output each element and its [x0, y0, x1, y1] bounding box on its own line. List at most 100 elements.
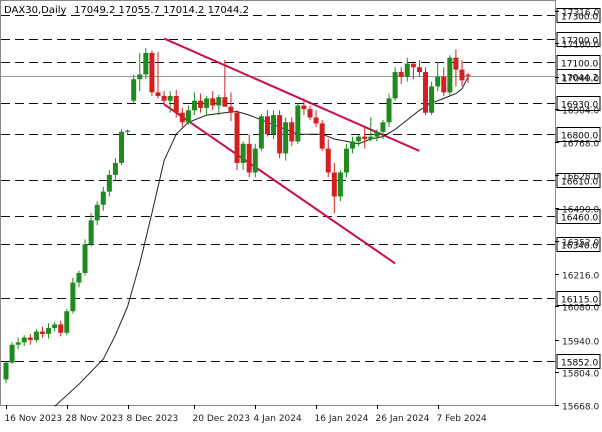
level-label: 16610.0: [561, 178, 598, 188]
candle: [198, 93, 204, 113]
candle-body: [404, 63, 410, 77]
candle: [82, 239, 88, 276]
x-tick-label: 4 Jan 2024: [254, 414, 302, 424]
candle-body: [301, 105, 307, 110]
candle-body: [58, 324, 64, 333]
candle: [423, 67, 429, 116]
candle: [380, 119, 386, 140]
candle: [307, 105, 313, 120]
price-axis: 15668.0 15804.0 15940.0 16080.0 16216.0 16352…: [555, 9, 599, 413]
candle-body: [100, 191, 106, 205]
candle-body: [131, 79, 137, 101]
candle-body: [240, 143, 246, 163]
y-tick-label: 16904.0: [562, 107, 599, 117]
level-label-box: [556, 291, 601, 306]
candle-body: [343, 148, 349, 173]
candle-body: [3, 362, 9, 380]
candle: [88, 213, 94, 247]
y-tick-label: 17040.0: [562, 75, 599, 85]
candle: [398, 67, 404, 85]
candle-body: [356, 136, 362, 142]
candle: [319, 119, 325, 151]
candle: [240, 141, 246, 171]
candle: [191, 92, 197, 116]
candle: [465, 73, 471, 83]
candle-body: [435, 76, 441, 87]
x-tick-label: 7 Feb 2024: [437, 414, 488, 424]
candle: [149, 50, 155, 96]
candle: [410, 61, 416, 80]
candle: [112, 158, 118, 180]
candle: [3, 361, 9, 383]
candle-body: [33, 331, 39, 340]
candle: [264, 110, 270, 137]
candle: [386, 93, 392, 128]
y-tick-label: 15804.0: [562, 370, 599, 380]
candle-body: [173, 95, 179, 113]
candle: [271, 110, 277, 140]
candle: [106, 170, 112, 197]
candle-body: [9, 344, 15, 363]
x-tick-label: 8 Dec 2023: [127, 414, 179, 424]
candle-body: [15, 342, 21, 345]
candle-body: [368, 136, 374, 140]
candle: [179, 107, 185, 128]
y-tick-label: 17180.0: [562, 41, 599, 51]
candle-body: [198, 100, 204, 108]
level-label-box: [556, 237, 601, 252]
candle: [39, 326, 45, 338]
candle-body: [119, 131, 125, 163]
candle: [21, 335, 27, 346]
candle-body: [204, 98, 210, 108]
candle-body: [88, 220, 94, 245]
candle-body: [27, 337, 33, 340]
candle-body: [295, 105, 301, 142]
candle-body: [167, 95, 173, 101]
candle: [64, 308, 70, 336]
candle: [210, 91, 216, 111]
candle: [289, 117, 295, 147]
candle-body: [447, 57, 453, 93]
candle: [33, 329, 39, 343]
candle-body: [82, 244, 88, 273]
candle-body: [149, 52, 155, 93]
candle: [58, 320, 64, 337]
candle-body: [143, 52, 149, 75]
candle: [185, 105, 191, 125]
candle: [350, 136, 356, 154]
candle: [70, 277, 76, 314]
candle-body: [234, 112, 240, 163]
y-tick-label: 15940.0: [562, 338, 599, 348]
candle-body: [374, 131, 380, 137]
candle-body: [222, 97, 228, 107]
candle: [216, 94, 222, 116]
candle: [143, 48, 149, 80]
y-tick-label: 16216.0: [562, 272, 599, 282]
x-tick-label: 16 Jan 2024: [315, 414, 369, 424]
candle-body: [264, 116, 270, 135]
candle-body: [337, 172, 343, 197]
candle-body: [137, 74, 143, 80]
level-label-box: [556, 8, 601, 23]
x-tick-label: 28 Nov 2023: [66, 414, 124, 424]
channel-line: [163, 103, 396, 265]
level-label-box: [556, 209, 601, 224]
candle: [392, 67, 398, 101]
candle: [9, 342, 15, 364]
candle-body: [459, 69, 465, 81]
candle-body: [210, 98, 216, 106]
candles: [3, 48, 471, 383]
candle-body: [191, 100, 197, 111]
support-resistance-levels: 17300.0 17200.0 17100.0 16930.0 16800.0 16610…: [1, 8, 601, 369]
candle: [27, 333, 33, 345]
candle: [453, 49, 459, 87]
candle: [374, 129, 380, 142]
candle-body: [271, 115, 277, 135]
candle: [331, 162, 337, 214]
candle: [252, 143, 258, 178]
candle-body: [112, 162, 118, 175]
candle-body: [21, 337, 27, 343]
candle: [46, 323, 52, 339]
candle-body: [179, 112, 185, 123]
